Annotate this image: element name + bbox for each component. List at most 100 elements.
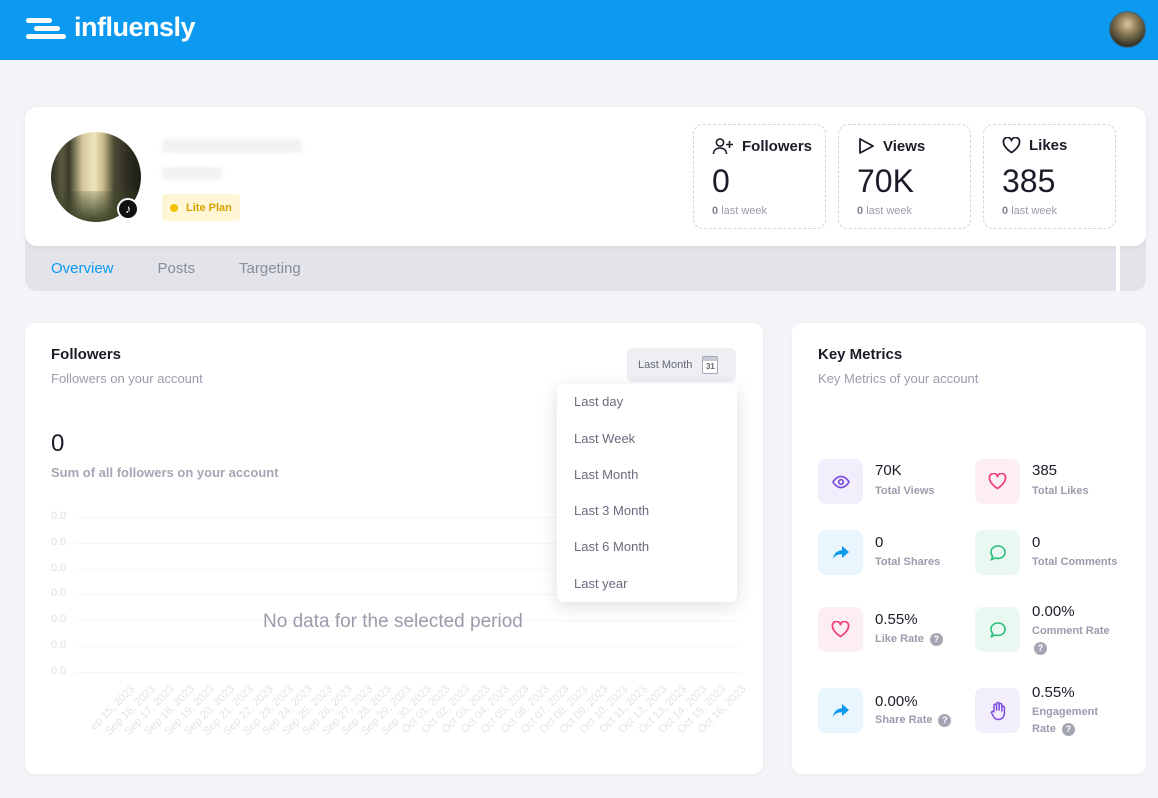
dropdown-option-last-year[interactable]: Last year: [574, 576, 628, 591]
x-axis-labels: ep 15, 2023 Sep 16, 2023 Sep 17, 2023 Sep 1…: [25, 683, 748, 743]
plan-label: Lite Plan: [186, 201, 232, 214]
y-tick-label: 0.0: [51, 561, 67, 574]
gridline: [75, 542, 741, 544]
logo-icon: [26, 17, 66, 39]
help-icon[interactable]: ?: [938, 713, 952, 727]
metric-tile: [975, 688, 1020, 733]
metric-label: Like Rate?: [875, 631, 943, 648]
heart-icon: [831, 621, 850, 638]
metric-value: 0.55%: [1032, 684, 1075, 701]
metric-tile: [975, 607, 1020, 652]
metric-tile: [818, 530, 863, 575]
stat-sub-text: last week: [721, 205, 768, 217]
metric-label-text: Like Rate: [875, 633, 924, 645]
key-metrics-card: Key Metrics Key Metrics of your account …: [792, 323, 1146, 774]
stat-title: Followers: [742, 137, 813, 155]
metric-value: 70K: [875, 462, 902, 479]
stat-sub-value: 0: [712, 205, 719, 217]
user-plus-icon: [712, 138, 733, 155]
metric-tile: [818, 459, 863, 504]
followers-total: 0: [51, 430, 65, 457]
dropdown-option-last-week[interactable]: Last Week: [574, 431, 636, 446]
tab-posts[interactable]: Posts: [157, 260, 196, 277]
metric-label: Total Likes: [1032, 485, 1089, 497]
metric-value: 385: [1032, 462, 1058, 479]
y-tick-label: 0.0: [51, 639, 67, 651]
stat-views: Views 70K 0 last week: [838, 124, 971, 229]
metric-value: 0: [875, 534, 884, 551]
stat-title: Likes: [1029, 137, 1068, 154]
y-tick-label: 0.0: [51, 535, 67, 548]
hand-icon: [990, 701, 1005, 720]
help-icon[interactable]: ?: [1034, 641, 1047, 655]
metric-label: Total Views: [875, 485, 935, 497]
top-bar: influensly: [0, 0, 1158, 60]
metric-value: 0.00%: [875, 693, 918, 710]
metric-label: Comment Rate?: [1032, 623, 1110, 657]
metric-label-text: Rate: [1032, 723, 1056, 735]
card-title: Key Metrics: [818, 346, 903, 363]
stat-followers: Followers 0 0 last week: [693, 124, 826, 229]
period-select-button[interactable]: Last Month 31: [627, 348, 736, 382]
dropdown-option-last-3-month[interactable]: Last 3 Month: [574, 503, 650, 518]
metric-label: Engagement Rate?: [1032, 704, 1098, 738]
dropdown-option-last-6-month[interactable]: Last 6 Month: [574, 539, 650, 554]
tiktok-icon: ♪: [117, 198, 139, 220]
dropdown-option-last-month[interactable]: Last Month: [574, 467, 639, 482]
tab-overview[interactable]: Overview: [51, 260, 114, 277]
y-tick-label: 0.0: [51, 510, 67, 522]
share-arrow-icon: [832, 703, 849, 717]
metric-value: 0.00%: [1032, 603, 1075, 620]
gridline: [75, 671, 741, 673]
period-label: Last Month: [638, 359, 693, 371]
metric-tile: [975, 530, 1020, 575]
stat-sub: 0 last week: [857, 205, 912, 217]
profile-card: ♪ Lite Plan Followers 0 0 last week View…: [25, 107, 1146, 291]
metric-tile: [818, 607, 863, 652]
metric-label-text: Share Rate: [875, 714, 933, 726]
user-avatar[interactable]: [1109, 11, 1146, 48]
profile-name-redacted: [162, 139, 302, 153]
stat-value: 385: [1002, 163, 1056, 199]
calendar-icon: 31: [702, 356, 719, 374]
comment-icon: [989, 621, 1006, 638]
metric-tile: [818, 688, 863, 733]
followers-total-caption: Sum of all followers on your account: [51, 465, 279, 480]
stat-title: Views: [883, 137, 926, 155]
gridline: [75, 646, 741, 647]
eye-icon: [831, 475, 850, 488]
logo-text: influensly: [74, 12, 196, 42]
stat-sub-value: 0: [1002, 205, 1009, 217]
dropdown-option-last-day[interactable]: Last day: [574, 394, 624, 409]
metric-value: 0.55%: [875, 611, 918, 628]
tabs-scrollbar[interactable]: [1116, 246, 1120, 291]
metric-label-text: Comment Rate: [1032, 625, 1110, 637]
gridline: [75, 594, 741, 596]
y-tick-label: 0.0: [51, 587, 67, 600]
metric-label-text: Engagement: [1032, 706, 1099, 718]
stat-value: 70K: [857, 163, 914, 199]
plan-badge: Lite Plan: [162, 194, 240, 221]
help-icon[interactable]: ?: [929, 632, 943, 646]
gridline: [75, 517, 741, 518]
stat-sub-value: 0: [857, 205, 864, 217]
metric-tile: [975, 459, 1020, 504]
share-arrow-icon: [832, 545, 849, 559]
stat-value: 0: [712, 163, 730, 199]
play-icon: [859, 138, 874, 154]
gridline: [75, 620, 741, 622]
card-subtitle: Key Metrics of your account: [818, 371, 979, 386]
metric-label: Share Rate?: [875, 712, 952, 729]
tab-targeting[interactable]: Targeting: [239, 260, 301, 277]
metric-value: 0: [1032, 534, 1041, 551]
profile-handle-redacted: [162, 167, 222, 179]
plan-dot-icon: [170, 203, 178, 212]
period-dropdown-menu: Last day Last Week Last Month Last 3 Mon…: [557, 384, 737, 602]
y-tick-label: 0.0: [51, 664, 67, 677]
card-subtitle: Followers on your account: [51, 371, 203, 386]
heart-icon: [1002, 137, 1021, 154]
logo[interactable]: influensly: [24, 12, 196, 43]
help-icon[interactable]: ?: [1061, 722, 1075, 736]
comment-icon: [989, 544, 1006, 561]
metric-label: Total Comments: [1032, 556, 1118, 568]
